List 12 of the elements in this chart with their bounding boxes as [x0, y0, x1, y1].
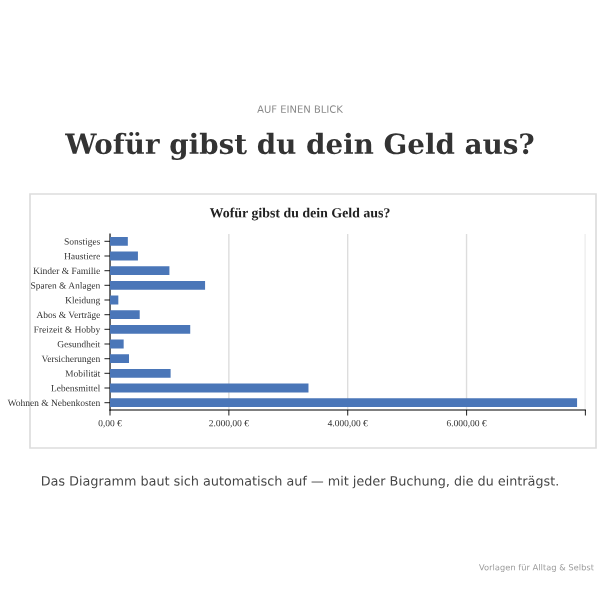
- bar: [110, 383, 309, 393]
- bar: [110, 266, 170, 276]
- bar: [110, 251, 138, 261]
- bar: [110, 310, 140, 320]
- bar: [110, 236, 128, 246]
- bar: [110, 368, 171, 378]
- chart-title: Wofür gibst du dein Geld aus?: [65, 131, 534, 161]
- bar: [110, 324, 191, 334]
- bar: [110, 339, 124, 349]
- bar: [110, 354, 130, 364]
- bar: [110, 398, 578, 408]
- bar: [110, 280, 206, 290]
